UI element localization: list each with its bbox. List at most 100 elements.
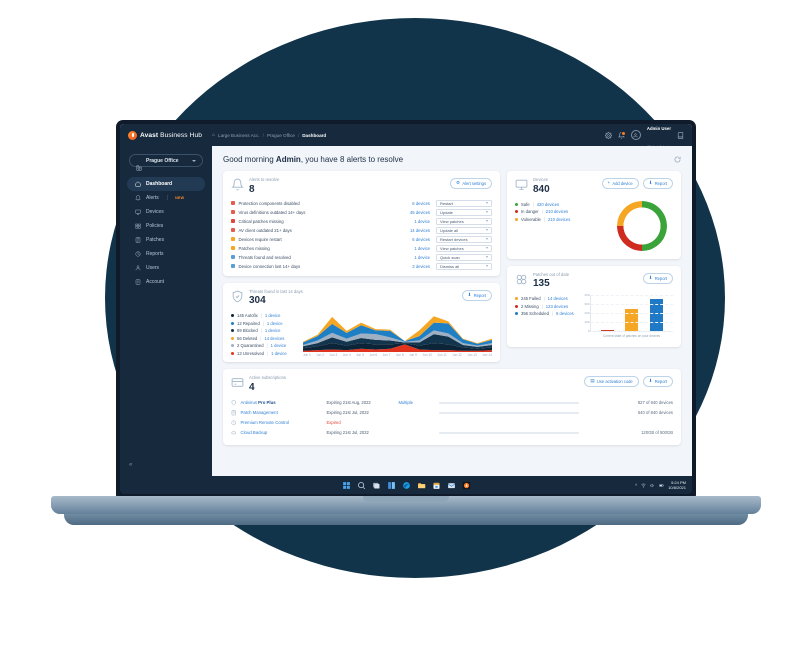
legend-color-dot bbox=[231, 336, 234, 340]
file-explorer-icon[interactable] bbox=[417, 481, 426, 490]
alert-action-select[interactable]: View patches bbox=[436, 244, 492, 252]
threats-card-body: 145 Autofix | 1 device 12 Repaired | 1 device… bbox=[223, 310, 500, 362]
alert-device-count[interactable]: 45 devices bbox=[409, 209, 430, 215]
axis-tick-label: 300 bbox=[584, 302, 590, 307]
subscription-row[interactable]: Premium Remote Control Expired bbox=[231, 418, 673, 428]
alert-device-count[interactable]: 14 devices bbox=[409, 227, 430, 233]
alert-device-count[interactable]: 1 device bbox=[414, 254, 430, 260]
alert-action-select[interactable]: Quick scan bbox=[436, 253, 492, 261]
shield-icon bbox=[231, 290, 244, 303]
avast-icon[interactable] bbox=[462, 481, 471, 490]
office-selector[interactable]: Prague Office bbox=[129, 154, 203, 170]
alert-action-select[interactable]: Update all bbox=[436, 226, 492, 234]
legend-value[interactable]: 14 devices bbox=[264, 335, 285, 341]
sidebar-item-alerts[interactable]: Alerts | NEW bbox=[127, 191, 205, 205]
subscription-name[interactable]: Premium Remote Control bbox=[240, 420, 289, 426]
refresh-icon[interactable] bbox=[674, 156, 681, 163]
legend-value[interactable]: 14 devices bbox=[547, 296, 568, 302]
notification-bell-icon[interactable] bbox=[617, 130, 626, 139]
devices-report-button[interactable]: ⬇ Report bbox=[642, 178, 673, 189]
breadcrumb-item-1[interactable]: Prague Office bbox=[266, 132, 295, 138]
alert-row[interactable]: Critical patches missing 1 device View pat… bbox=[231, 217, 492, 226]
alert-row[interactable]: Device connection lost 14+ days 3 devices… bbox=[231, 262, 492, 271]
alert-row[interactable]: Threats found and resolved 1 device Quick … bbox=[231, 253, 492, 262]
subscription-name[interactable]: Cloud Backup bbox=[240, 430, 268, 436]
gear-icon[interactable] bbox=[604, 131, 612, 139]
subscription-row[interactable]: Cloud Backup Expiring 21st Jul, 2022 120GB… bbox=[231, 428, 673, 438]
sidebar-item-account[interactable]: Account bbox=[127, 275, 205, 289]
bar[interactable] bbox=[600, 329, 614, 332]
battery-icon[interactable] bbox=[659, 483, 664, 488]
gridline bbox=[591, 304, 673, 306]
sidebar-item-dashboard[interactable]: Dashboard bbox=[127, 177, 205, 191]
sidebar-item-devices[interactable]: Devices bbox=[127, 205, 205, 219]
legend-value[interactable]: 1 device bbox=[264, 328, 281, 334]
monitor-icon bbox=[135, 209, 141, 215]
home-icon[interactable]: ⌂ bbox=[212, 132, 216, 138]
subscription-name[interactable]: Patch Management bbox=[240, 410, 278, 416]
use-activation-code-button[interactable]: ▤ Use activation code bbox=[584, 376, 639, 388]
alert-device-count[interactable]: 6 devices bbox=[412, 200, 430, 206]
legend-value[interactable]: 123 devices bbox=[545, 303, 569, 309]
legend-value[interactable]: 1 device bbox=[264, 313, 281, 319]
start-icon[interactable] bbox=[342, 481, 351, 490]
legend-value[interactable]: 1 device bbox=[266, 320, 283, 326]
subscription-row[interactable]: Antivirus Pro Plus Expiring 21st Aug, 202… bbox=[231, 398, 673, 408]
collapse-sidebar-button[interactable]: « bbox=[129, 462, 133, 468]
subscription-name[interactable]: Antivirus Pro Plus bbox=[240, 400, 276, 406]
alert-row[interactable]: Protection components disabled 6 devices R… bbox=[231, 199, 492, 208]
alerts-card-count: 8 bbox=[249, 183, 255, 195]
patches-report-button[interactable]: ⬇ Report bbox=[642, 272, 673, 284]
task-view-icon[interactable] bbox=[372, 481, 381, 490]
alert-row[interactable]: Virus definitions outdated 14+ days 45 de… bbox=[231, 208, 492, 217]
sidebar-item-patches[interactable]: Patches bbox=[127, 233, 205, 247]
legend-value[interactable]: 420 devices bbox=[536, 201, 560, 207]
alert-device-count[interactable]: 1 device bbox=[414, 245, 430, 251]
alert-row[interactable]: Devices require restart 6 devices Restart … bbox=[231, 235, 492, 244]
alert-action-select[interactable]: Restart devices bbox=[436, 235, 492, 243]
legend-value[interactable]: 210 devices bbox=[547, 216, 571, 222]
volume-icon[interactable] bbox=[650, 483, 655, 488]
alert-settings-button[interactable]: ⚙ Alert settings bbox=[450, 178, 492, 189]
subscriptions-report-button[interactable]: ⬇ Report bbox=[642, 376, 673, 388]
alert-action-select[interactable]: Dismiss all bbox=[436, 262, 492, 270]
threats-report-button[interactable]: ⬇ Report bbox=[461, 289, 492, 301]
alert-device-count[interactable]: 6 devices bbox=[412, 236, 430, 242]
alert-device-count[interactable]: 1 device bbox=[414, 218, 430, 224]
alert-action-select[interactable]: Restart bbox=[436, 199, 492, 207]
sidebar-item-reports[interactable]: Reports bbox=[127, 247, 205, 261]
sidebar-item-users[interactable]: Users bbox=[127, 261, 205, 275]
legend-value[interactable]: 6 devices bbox=[556, 311, 574, 317]
edge-icon[interactable] bbox=[402, 481, 411, 490]
subscriptions-card-header: Active subscriptions 4 ▤ Use activation … bbox=[223, 369, 681, 397]
wifi-icon[interactable] bbox=[641, 483, 646, 488]
help-book-icon[interactable] bbox=[677, 131, 684, 139]
search-icon[interactable] bbox=[357, 481, 366, 490]
taskbar-clock[interactable]: 5:24 PM 10/8/2021 bbox=[668, 480, 686, 490]
legend-value[interactable]: 1 device bbox=[270, 343, 287, 349]
legend-value[interactable]: 210 devices bbox=[545, 209, 569, 215]
devices-card-titles: Devices 840 bbox=[533, 177, 550, 194]
add-device-button[interactable]: + Add device bbox=[601, 178, 639, 189]
brand-logo[interactable]: Avast Business Hub bbox=[120, 130, 212, 140]
subscription-row[interactable]: Patch Management Expiring 21st Jul, 2022 5… bbox=[231, 408, 673, 418]
widgets-icon[interactable] bbox=[387, 481, 396, 490]
alert-action-select[interactable]: View patches bbox=[436, 217, 492, 225]
sidebar-item-policies[interactable]: Policies bbox=[127, 219, 205, 233]
chevron-up-icon[interactable]: ^ bbox=[635, 482, 638, 488]
mail-icon[interactable] bbox=[447, 481, 456, 490]
alert-row[interactable]: AV client outdated 21+ days 14 devices Upd… bbox=[231, 226, 492, 235]
subscription-extra[interactable]: Multiple bbox=[398, 400, 413, 406]
alert-row[interactable]: Patches missing 1 device View patches bbox=[231, 244, 492, 253]
alert-device-count[interactable]: 3 devices bbox=[412, 263, 430, 269]
alert-action-select[interactable]: Update bbox=[436, 208, 492, 216]
greeting-prefix: Good morning bbox=[223, 155, 276, 164]
axis-tick-label: Jun 12 bbox=[452, 353, 462, 358]
store-icon[interactable] bbox=[432, 481, 441, 490]
breadcrumb-item-0[interactable]: Large Business Acc. bbox=[218, 132, 260, 138]
key-icon: ▤ bbox=[590, 378, 595, 384]
download-icon: ⬇ bbox=[648, 274, 653, 280]
bar[interactable] bbox=[625, 309, 639, 332]
avatar[interactable] bbox=[630, 130, 641, 140]
legend-value[interactable]: 1 device bbox=[271, 350, 287, 356]
